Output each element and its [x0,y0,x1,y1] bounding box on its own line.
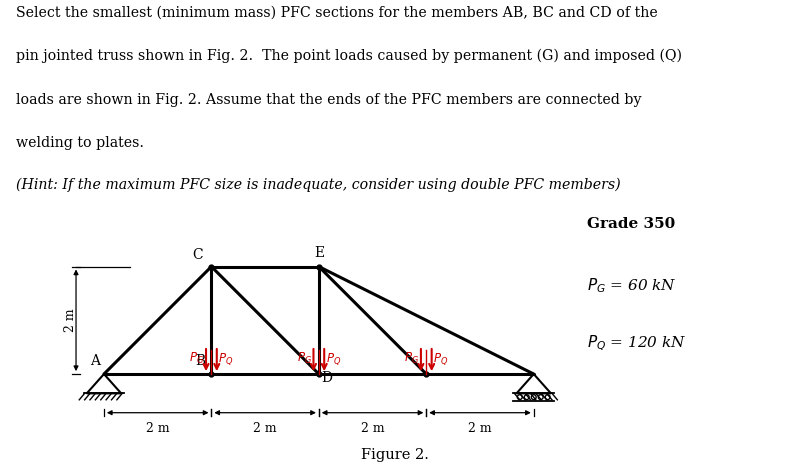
Text: B: B [195,354,205,368]
Text: Grade 350: Grade 350 [587,217,675,231]
Text: (Hint: If the maximum PFC size is inadequate, consider using double PFC members): (Hint: If the maximum PFC size is inadeq… [16,177,620,192]
Text: $P_Q$: $P_Q$ [325,351,341,367]
Text: $P_Q$: $P_Q$ [218,351,234,367]
Text: 2 m: 2 m [254,422,277,435]
Text: Figure 2.: Figure 2. [361,448,429,462]
Text: $P_Q$: $P_Q$ [433,351,449,367]
Text: $P_Q$ = 120 kN: $P_Q$ = 120 kN [587,333,687,353]
Text: Select the smallest (minimum mass) PFC sections for the members AB, BC and CD of: Select the smallest (minimum mass) PFC s… [16,6,657,20]
Text: $P_G$: $P_G$ [190,351,205,366]
Text: pin jointed truss shown in Fig. 2.  The point loads caused by permanent (G) and : pin jointed truss shown in Fig. 2. The p… [16,49,682,63]
Text: $P_G$ = 60 kN: $P_G$ = 60 kN [587,276,677,295]
Text: A: A [90,354,100,368]
Text: 2 m: 2 m [468,422,492,435]
Text: 2 m: 2 m [146,422,170,435]
Text: $P_G$: $P_G$ [297,351,312,366]
Text: E: E [314,245,324,260]
Text: C: C [193,248,203,262]
Text: D: D [322,371,333,385]
Text: loads are shown in Fig. 2. Assume that the ends of the PFC members are connected: loads are shown in Fig. 2. Assume that t… [16,93,641,107]
Text: 2 m: 2 m [64,309,77,332]
Text: welding to plates.: welding to plates. [16,136,144,150]
Text: 2 m: 2 m [361,422,385,435]
Text: $P_G$: $P_G$ [404,351,419,366]
